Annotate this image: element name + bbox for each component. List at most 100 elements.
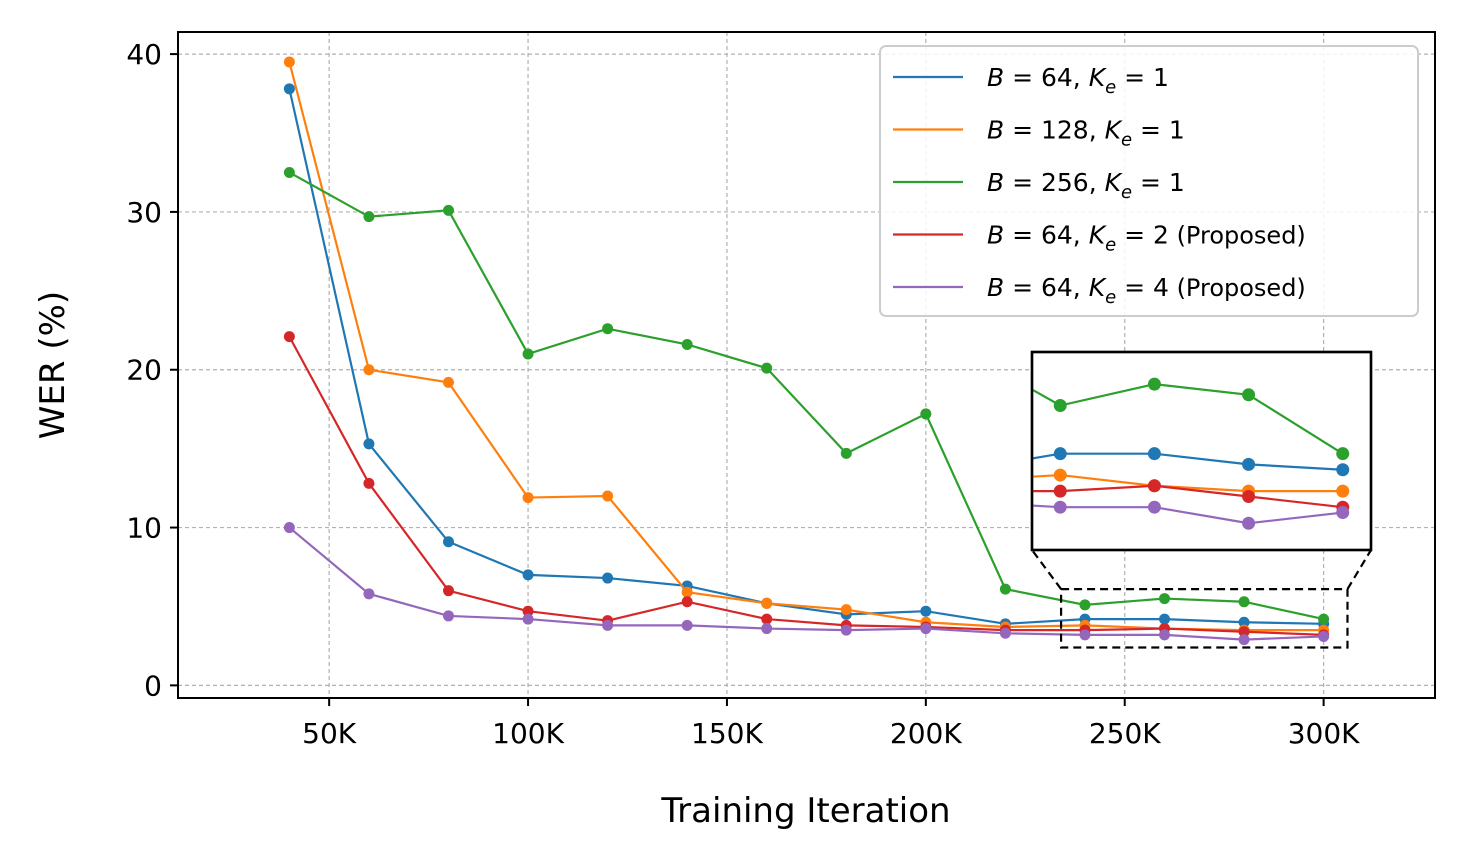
x-tick-label: 200K xyxy=(890,717,962,750)
data-point xyxy=(602,572,614,584)
data-point xyxy=(522,613,534,625)
data-point xyxy=(283,166,295,178)
data-point xyxy=(1159,593,1171,605)
data-point xyxy=(1318,613,1330,625)
inset-data-point xyxy=(1242,388,1256,402)
inset-series-3 xyxy=(1032,377,1350,461)
inset-data-point xyxy=(1053,468,1067,482)
series-line xyxy=(288,336,1324,636)
legend-item: B = 256, Ke = 1 xyxy=(893,168,1185,203)
series-layer xyxy=(283,56,1330,646)
inset-data-point xyxy=(1242,457,1256,471)
legend-item: B = 64, Ke = 2 (Proposed) xyxy=(893,221,1306,256)
inset-series-line xyxy=(1032,484,1343,509)
inset-data-point xyxy=(1336,463,1350,477)
data-point xyxy=(681,338,693,350)
inset-data-point xyxy=(1053,447,1067,461)
data-point xyxy=(761,597,773,609)
data-point xyxy=(1159,629,1171,641)
data-point xyxy=(363,477,375,489)
y-tick-label: 0 xyxy=(144,669,162,702)
legend-label: B = 128, Ke = 1 xyxy=(987,116,1185,151)
inset-frame xyxy=(1030,350,1373,552)
data-point xyxy=(1079,629,1091,641)
legend: B = 64, Ke = 1 B = 128, Ke = 1 B = 256, Ke… xyxy=(879,45,1419,317)
data-point xyxy=(840,447,852,459)
inset-data-point xyxy=(1053,399,1067,413)
series-line xyxy=(288,526,1324,641)
inset-series-line xyxy=(1032,382,1344,455)
data-point xyxy=(522,605,534,617)
series-5 xyxy=(283,522,1330,646)
series-line xyxy=(288,171,1324,621)
y-tick-label: 10 xyxy=(126,512,162,545)
data-point xyxy=(1159,613,1171,625)
data-point xyxy=(442,536,454,548)
data-point xyxy=(602,490,614,502)
zoom-connector-line xyxy=(1031,549,1062,590)
data-point xyxy=(920,408,932,420)
inset-data-point xyxy=(1147,479,1161,493)
data-point xyxy=(522,569,534,581)
data-point xyxy=(283,56,295,68)
data-point xyxy=(283,331,295,343)
data-point xyxy=(283,522,295,534)
y-tick-label: 40 xyxy=(126,38,162,71)
x-tick-label: 250K xyxy=(1089,717,1161,750)
series-line xyxy=(288,88,1324,625)
data-point xyxy=(681,619,693,631)
legend-item: B = 64, Ke = 1 xyxy=(893,63,1169,98)
x-tick-label: 150K xyxy=(691,717,763,750)
zoom-connector-line xyxy=(1346,549,1372,590)
data-point xyxy=(442,610,454,622)
data-point xyxy=(920,623,932,635)
data-point xyxy=(442,376,454,388)
axis-ticks: 50K 100K 150K 200K 250K 300K 0 10 20 30 40 xyxy=(126,38,1360,750)
inset-series-5 xyxy=(1032,500,1350,530)
y-axis-title: WER (%) xyxy=(33,291,73,439)
inset-data-point xyxy=(1053,500,1067,514)
zoom-region-box xyxy=(1059,588,1349,649)
plot-frame xyxy=(177,31,1436,699)
data-point xyxy=(840,624,852,636)
y-tick-label: 20 xyxy=(126,354,162,387)
inset-series-layer xyxy=(1032,377,1350,530)
data-point xyxy=(761,613,773,625)
inset-series-line xyxy=(1032,473,1343,493)
data-point xyxy=(1238,626,1250,638)
inset-series-1 xyxy=(1032,447,1350,477)
data-point xyxy=(522,492,534,504)
data-point xyxy=(442,585,454,597)
legend-label: B = 64, Ke = 4 (Proposed) xyxy=(987,273,1306,308)
data-point xyxy=(442,204,454,216)
data-point xyxy=(681,596,693,608)
legend-label: B = 64, Ke = 1 xyxy=(987,63,1169,98)
legend-label: B = 64, Ke = 2 (Proposed) xyxy=(987,221,1306,256)
x-axis-title: Training Iteration xyxy=(660,791,950,831)
inset-data-point xyxy=(1147,447,1161,461)
data-point xyxy=(1238,616,1250,628)
inset-data-point xyxy=(1242,516,1256,530)
legend-item: B = 64, Ke = 4 (Proposed) xyxy=(893,273,1306,308)
data-point xyxy=(602,619,614,631)
inset-data-point xyxy=(1242,489,1256,503)
data-point xyxy=(363,211,375,223)
series-3 xyxy=(283,166,1330,625)
data-point xyxy=(920,605,932,617)
data-point xyxy=(999,583,1011,595)
data-point xyxy=(363,438,375,450)
legend-box xyxy=(879,45,1419,317)
x-tick-label: 50K xyxy=(302,717,357,750)
inset-series-line xyxy=(1032,504,1343,525)
data-point xyxy=(840,604,852,616)
x-tick-label: 300K xyxy=(1288,717,1360,750)
data-point xyxy=(761,362,773,374)
y-tick-label: 30 xyxy=(126,196,162,229)
data-point xyxy=(363,588,375,600)
inset-series-line xyxy=(1032,452,1343,471)
data-point xyxy=(999,627,1011,639)
inset-data-point xyxy=(1147,377,1161,391)
data-point xyxy=(602,323,614,335)
x-tick-label: 100K xyxy=(492,717,564,750)
